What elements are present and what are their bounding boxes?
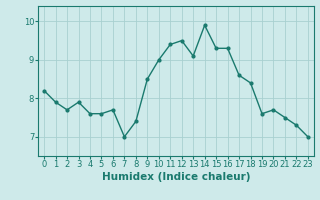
X-axis label: Humidex (Indice chaleur): Humidex (Indice chaleur) <box>102 172 250 182</box>
